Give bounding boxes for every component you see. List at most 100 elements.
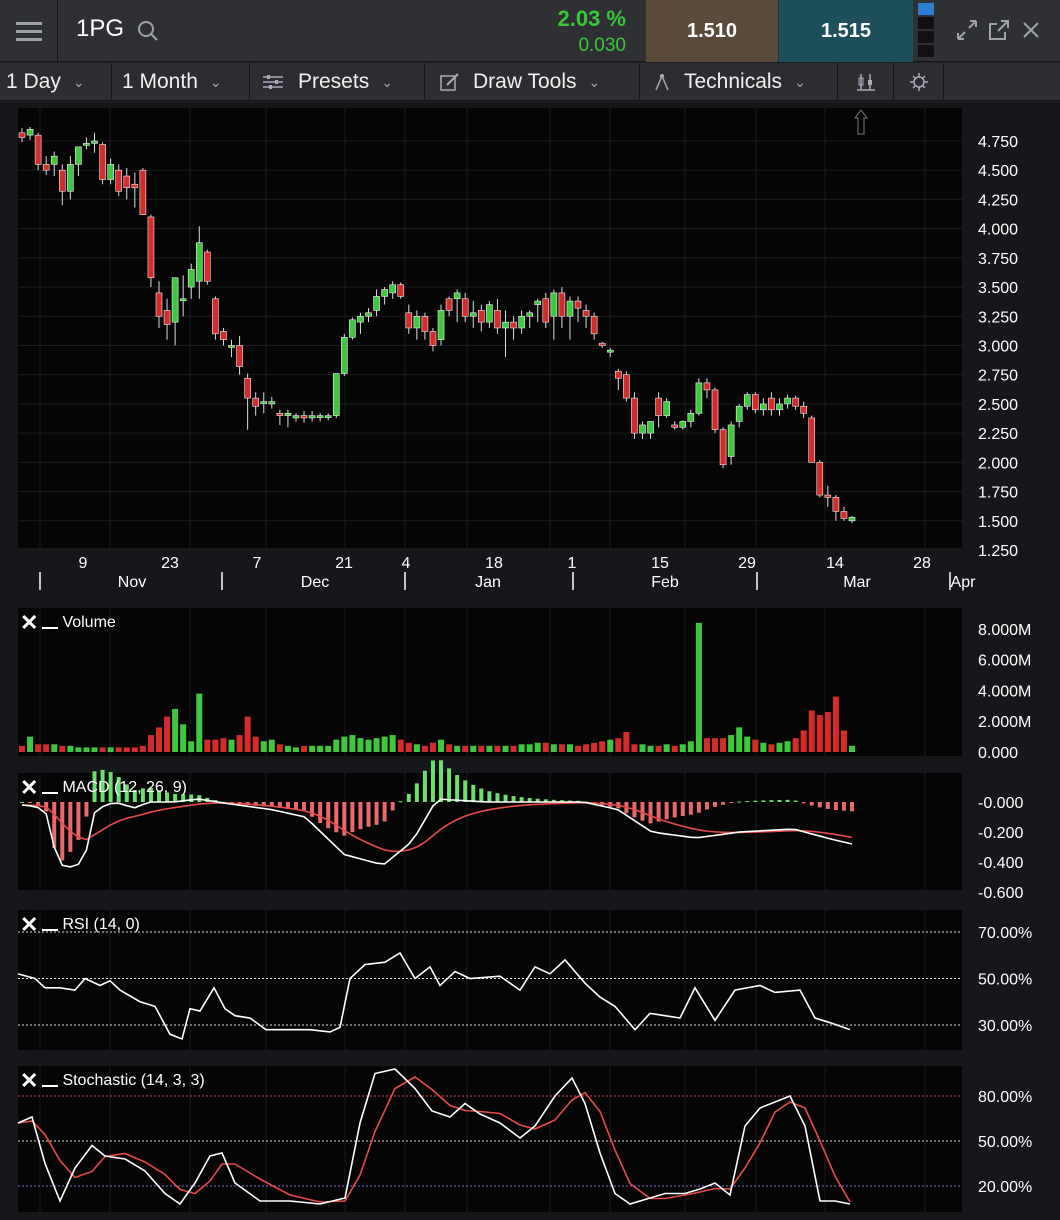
- macd-histogram-bar: [471, 784, 476, 802]
- price-tick-label: 2.250: [978, 426, 1018, 443]
- candle-body: [115, 169, 122, 192]
- candle-body: [711, 389, 719, 430]
- rsi-panel-header: ✕ RSI (14, 0): [20, 912, 140, 938]
- candle-body: [743, 394, 751, 407]
- macd-histogram-bar: [261, 802, 266, 807]
- volume-bar: [470, 745, 477, 752]
- volume-bar: [695, 622, 702, 752]
- candle-body: [67, 164, 74, 192]
- volume-bar: [252, 736, 259, 752]
- chevron-down-icon: ⌄: [381, 73, 393, 90]
- ask-price-button[interactable]: 1.515: [779, 0, 913, 62]
- settings-button[interactable]: [894, 63, 944, 101]
- candle-body: [792, 397, 799, 407]
- candle-body: [421, 315, 429, 332]
- candle-body: [598, 342, 606, 346]
- candle-body: [808, 417, 816, 463]
- minimize-icon[interactable]: [42, 627, 59, 629]
- macd-histogram-bar: [116, 777, 121, 802]
- macd-histogram-bar: [156, 790, 161, 802]
- volume-bar: [75, 747, 82, 752]
- rsi-tick-label: 30.00%: [978, 1018, 1032, 1035]
- market-depth-icon[interactable]: [918, 3, 938, 59]
- close-icon[interactable]: ✕: [20, 775, 39, 800]
- candle-body: [341, 337, 348, 374]
- bid-price-button[interactable]: 1.510: [646, 0, 778, 62]
- close-icon[interactable]: [1019, 18, 1043, 42]
- month-tick-label: Jan: [475, 574, 501, 591]
- candlestick-icon: [856, 74, 875, 91]
- symbol-label[interactable]: 1PG: [76, 15, 125, 42]
- popout-icon[interactable]: [987, 18, 1011, 42]
- candle-body: [784, 397, 791, 405]
- chart-canvas[interactable]: 4.750 4.500 4.250 4.000 3.750 3.500 3.250 3.000…: [0, 102, 1060, 1220]
- stochastic-panel-header: ✕ Stochastic (14, 3, 3): [20, 1068, 205, 1094]
- volume-bar: [816, 715, 823, 752]
- macd-histogram-bar: [688, 802, 693, 815]
- close-icon[interactable]: ✕: [20, 1068, 39, 1093]
- macd-histogram-bar: [656, 802, 661, 822]
- minimize-icon[interactable]: [42, 929, 59, 931]
- interval-dropdown[interactable]: 1 Day ⌄: [0, 63, 112, 101]
- close-icon[interactable]: ✕: [20, 912, 39, 937]
- macd-histogram-bar: [28, 802, 33, 803]
- candle-body: [123, 175, 131, 189]
- candle-body: [292, 415, 300, 419]
- volume-bar: [558, 744, 565, 752]
- volume-bar: [83, 747, 90, 752]
- volume-bar: [301, 745, 308, 752]
- candle-body: [308, 415, 316, 419]
- expand-icon[interactable]: [955, 18, 979, 42]
- macd-histogram-bar: [777, 800, 782, 802]
- macd-histogram-bar: [132, 789, 137, 802]
- macd-histogram-bar: [326, 802, 331, 829]
- candle-body: [58, 169, 66, 192]
- close-icon[interactable]: ✕: [20, 610, 39, 635]
- volume-bar: [236, 735, 243, 752]
- volume-bar: [99, 747, 106, 752]
- date-tick-label: 7: [253, 555, 262, 572]
- volume-bar: [526, 744, 533, 752]
- range-dropdown[interactable]: 1 Month ⌄: [112, 63, 250, 101]
- macd-histogram-bar: [165, 792, 170, 802]
- macd-histogram-bar: [535, 798, 540, 802]
- macd-histogram-bar: [664, 802, 669, 820]
- macd-histogram-bar: [318, 802, 323, 824]
- search-icon[interactable]: [136, 19, 160, 43]
- minimize-icon[interactable]: [42, 1085, 59, 1087]
- draw-tools-dropdown[interactable]: Draw Tools ⌄: [425, 63, 640, 101]
- macd-histogram-bar: [713, 802, 718, 807]
- stochastic-tick-label: 50.00%: [978, 1134, 1032, 1151]
- candle-body: [542, 298, 550, 323]
- macd-histogram-bar: [189, 794, 194, 802]
- hamburger-menu-icon[interactable]: [0, 0, 58, 62]
- macd-histogram-bar: [825, 802, 830, 809]
- macd-histogram-bar: [366, 802, 371, 827]
- volume-bar: [752, 739, 759, 752]
- volume-bar: [462, 745, 469, 752]
- candle-body: [647, 421, 654, 434]
- macd-histogram-bar: [382, 802, 387, 822]
- volume-bar: [760, 742, 767, 752]
- chart-type-button[interactable]: [838, 63, 894, 101]
- volume-bar: [744, 736, 751, 752]
- macd-histogram-bar: [455, 774, 460, 802]
- candle-body: [776, 403, 783, 411]
- volume-bar: [615, 738, 622, 752]
- candle-body: [413, 315, 421, 329]
- macd-histogram-bar: [648, 802, 653, 824]
- presets-dropdown[interactable]: Presets ⌄: [250, 63, 425, 101]
- technicals-label: Technicals: [684, 70, 783, 93]
- volume-bar: [720, 738, 727, 752]
- candle-body: [204, 251, 211, 282]
- candle-body: [34, 134, 42, 165]
- macd-histogram-bar: [479, 788, 484, 802]
- macd-histogram-bar: [785, 799, 790, 802]
- volume-bar: [333, 739, 340, 752]
- minimize-icon[interactable]: [42, 792, 59, 794]
- technicals-dropdown[interactable]: Technicals ⌄: [640, 63, 838, 101]
- macd-histogram-bar: [793, 800, 798, 802]
- macd-histogram-bar: [358, 802, 363, 830]
- macd-histogram-bar: [181, 794, 186, 802]
- macd-histogram-bar: [36, 802, 41, 805]
